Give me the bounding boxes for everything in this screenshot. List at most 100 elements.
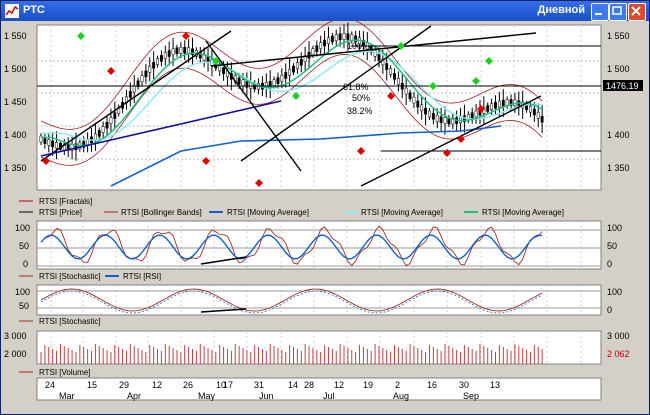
minimize-button[interactable]: [591, 3, 609, 21]
y-tick-left: 1 350: [4, 163, 27, 173]
price-candle: [424, 107, 428, 115]
price-candle: [245, 81, 249, 88]
price-candle: [373, 50, 377, 57]
price-candle: [311, 48, 315, 56]
price-candle: [540, 115, 544, 123]
price-candle: [74, 143, 78, 151]
price-candle: [529, 105, 532, 113]
price-candle: [501, 99, 505, 107]
price-candle: [140, 75, 144, 82]
stoch-y-axis: 100 50 100 0: [15, 287, 622, 315]
trendline: [210, 32, 537, 67]
close-icon: [631, 6, 641, 16]
price-candle: [105, 121, 109, 129]
y-tick-left: 0: [23, 259, 28, 269]
price-candle: [128, 91, 132, 98]
price-candle: [303, 55, 307, 62]
price-candle: [113, 112, 117, 119]
fractal-marker: [255, 179, 263, 187]
price-candle: [412, 96, 416, 104]
ma-green-line: [41, 39, 543, 147]
y-tick-left: 1 400: [4, 130, 27, 140]
current-price-label: 1476.19: [606, 81, 639, 91]
legend-ma-blue: RTSI [Moving Average]: [227, 208, 309, 217]
price-candle: [179, 46, 183, 54]
day-label: 19: [363, 380, 373, 390]
price-candle: [295, 62, 299, 69]
price-candle: [144, 70, 148, 78]
price-y-axis: 1 550 1 500 1 450 1 400 1 350 1 550 1 50…: [4, 31, 643, 173]
day-label: 13: [490, 380, 500, 390]
price-candle: [396, 78, 400, 85]
price-candle: [276, 77, 280, 84]
maximize-icon: [612, 6, 622, 15]
y-tick-left: 1 500: [4, 64, 27, 74]
window-title: РТС: [23, 4, 45, 16]
price-candle: [486, 105, 490, 112]
stoch-rsi-legend: RTSI [Stochastic] RTSI [RSI]: [19, 272, 161, 281]
minimize-icon: [595, 13, 602, 15]
price-candle: [175, 47, 179, 55]
price-candle: [241, 79, 245, 87]
price-candle: [494, 102, 497, 109]
day-label: 10: [216, 380, 226, 390]
price-candle: [350, 34, 354, 41]
chart-app-icon: [5, 4, 19, 18]
stochastic-slow-line: [40, 288, 543, 312]
month-label: Sep: [463, 391, 479, 401]
fractal-marker: [77, 32, 85, 40]
price-candle: [342, 33, 346, 40]
day-label: 17: [223, 380, 233, 390]
price-candle: [51, 140, 55, 148]
price-candle: [319, 42, 323, 49]
price-candle: [354, 35, 358, 43]
y-tick-right: 100: [607, 287, 622, 297]
month-label: Aug: [393, 391, 409, 401]
day-label: 14: [288, 380, 298, 390]
y-tick-left: 1 450: [4, 97, 27, 107]
price-candle: [156, 58, 159, 65]
legend-rsi: RTSI [RSI]: [123, 272, 161, 281]
y-tick-left: 2 000: [4, 349, 27, 359]
fractal-marker: [443, 149, 451, 157]
price-candle: [187, 47, 191, 55]
day-label: 31: [254, 380, 264, 390]
day-label: 2: [395, 380, 400, 390]
month-label: Jun: [259, 391, 274, 401]
price-candle: [470, 112, 474, 119]
y-tick-right: 1 350: [607, 163, 630, 173]
day-label: 16: [427, 380, 437, 390]
chart-area[interactable]: RTSI [Fractals] RTSI [Price] RTSI [Bolli…: [1, 21, 649, 414]
price-candle: [39, 135, 43, 143]
fib-label: 61.8%: [343, 82, 369, 92]
price-candle: [346, 33, 350, 40]
fractal-marker: [202, 157, 210, 165]
price-candle: [55, 141, 58, 149]
close-button[interactable]: [628, 3, 646, 21]
fractal-marker: [292, 92, 300, 100]
price-candle: [152, 62, 156, 69]
legend-ma-green: RTSI [Moving Average]: [482, 208, 564, 217]
fractal-marker: [357, 147, 365, 155]
divergence-line: [200, 308, 247, 313]
fractal-marker: [429, 82, 437, 90]
y-tick-right: 50: [607, 241, 617, 251]
price-legend: RTSI [Fractals] RTSI [Price] RTSI [Bolli…: [19, 197, 564, 217]
fractal-marker: [387, 92, 395, 100]
time-axis-labels: 24 15 29 12 26 10 17 31 14 28 12 19 2 16…: [45, 380, 500, 401]
price-candle: [389, 68, 393, 75]
month-label: Apr: [127, 391, 141, 401]
title-bar[interactable]: РТС Дневной: [1, 1, 649, 21]
volume-y-axis: 3 000 2 000 3 000 2 062: [4, 331, 630, 359]
stochastic-signal-line: [40, 290, 543, 314]
stoch-rsi-panel[interactable]: [36, 220, 602, 270]
trendline: [205, 40, 302, 172]
bollinger-upper: [40, 21, 543, 130]
volume-panel[interactable]: [36, 330, 602, 365]
day-label: 30: [459, 380, 469, 390]
legend-fractals: RTSI [Fractals]: [39, 197, 92, 206]
maximize-button[interactable]: [609, 3, 627, 21]
price-candle: [532, 108, 536, 116]
y-tick-right: 1 550: [607, 31, 630, 41]
